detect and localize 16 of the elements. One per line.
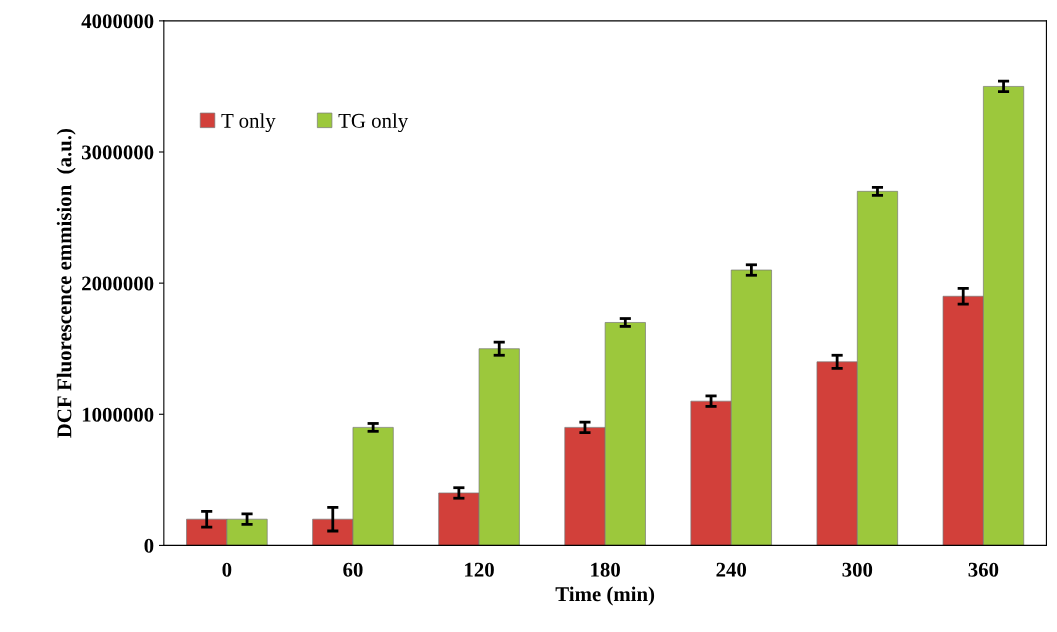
y-axis-title: DCF Fluorescence emmision (a.u.): [56, 128, 76, 438]
x-axis-title: Time (min): [555, 586, 655, 606]
x-tick-label: 60: [343, 562, 363, 577]
y-tick-label: 0: [144, 538, 154, 553]
y-tick-label: 2000000: [82, 276, 154, 291]
x-tick-label: 360: [968, 562, 999, 577]
x-tick-label: 0: [222, 562, 232, 577]
x-tick-label: 240: [716, 562, 747, 577]
legend-label: T only: [221, 113, 276, 133]
legend-label: TG only: [338, 113, 409, 133]
y-tick-label: 3000000: [81, 145, 154, 160]
x-tick-label: 300: [842, 562, 873, 577]
y-tick-label: 1000000: [82, 407, 154, 422]
x-tick-label: 120: [465, 562, 494, 577]
x-tick-label: 180: [591, 562, 620, 577]
y-tick-label: 4000000: [81, 14, 154, 29]
